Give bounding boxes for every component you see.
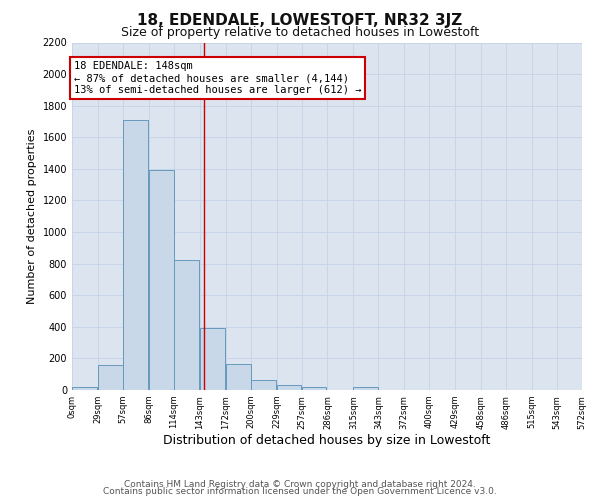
Text: Contains public sector information licensed under the Open Government Licence v3: Contains public sector information licen…	[103, 488, 497, 496]
X-axis label: Distribution of detached houses by size in Lowestoft: Distribution of detached houses by size …	[163, 434, 491, 448]
Bar	[149, 170, 173, 390]
Bar	[251, 380, 275, 390]
Bar	[72, 387, 97, 390]
Y-axis label: Number of detached properties: Number of detached properties	[27, 128, 37, 304]
Bar	[98, 365, 123, 390]
Text: Size of property relative to detached houses in Lowestoft: Size of property relative to detached ho…	[121, 26, 479, 39]
Bar	[200, 328, 224, 390]
Bar	[123, 120, 148, 390]
Bar	[353, 387, 378, 390]
Bar	[226, 364, 251, 390]
Bar	[277, 386, 301, 390]
Text: 18, EDENDALE, LOWESTOFT, NR32 3JZ: 18, EDENDALE, LOWESTOFT, NR32 3JZ	[137, 12, 463, 28]
Text: 18 EDENDALE: 148sqm
← 87% of detached houses are smaller (4,144)
13% of semi-det: 18 EDENDALE: 148sqm ← 87% of detached ho…	[74, 62, 361, 94]
Text: Contains HM Land Registry data © Crown copyright and database right 2024.: Contains HM Land Registry data © Crown c…	[124, 480, 476, 489]
Bar	[302, 387, 326, 390]
Bar	[174, 260, 199, 390]
